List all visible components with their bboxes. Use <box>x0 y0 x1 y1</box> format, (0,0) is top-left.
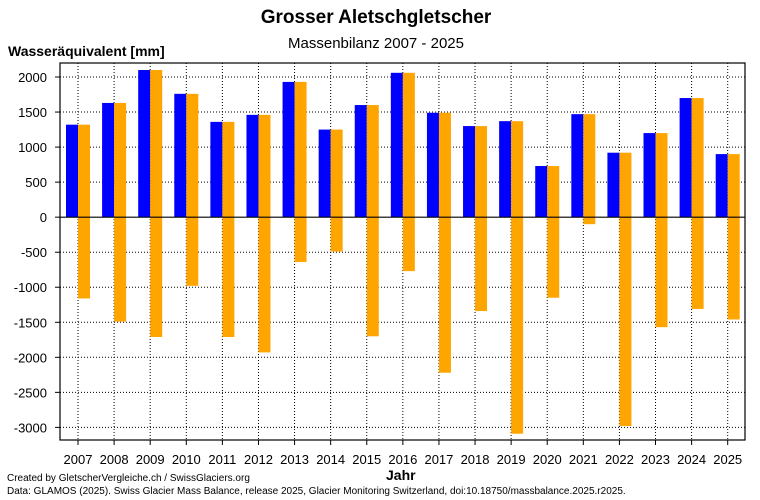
x-tick-label: 2023 <box>641 452 670 467</box>
y-tick-label: -1500 <box>14 315 47 330</box>
x-tick-label: 2011 <box>208 452 236 467</box>
chart-title: Grosser Aletschgletscher <box>260 7 492 28</box>
winter-bar-2015 <box>354 105 367 218</box>
x-tick-label: 2013 <box>280 452 309 467</box>
winter-bar-2012 <box>246 114 259 218</box>
annual-bar-2010 <box>186 93 199 286</box>
winter-bar-2022 <box>607 152 620 218</box>
x-tick-label: 2017 <box>424 452 453 467</box>
x-tick-label: 2016 <box>388 452 417 467</box>
annual-bar-2022 <box>619 152 632 426</box>
y-tick-label: 500 <box>25 175 47 190</box>
winter-bar-2019 <box>499 121 512 218</box>
x-tick-label: 2018 <box>461 452 490 467</box>
x-tick-label: 2014 <box>316 452 345 467</box>
x-tick-label: 2009 <box>136 452 165 467</box>
annual-bar-2023 <box>655 133 668 328</box>
annual-bar-2025 <box>727 154 740 320</box>
annual-bar-2008 <box>114 102 127 322</box>
x-tick-label: 2008 <box>100 452 129 467</box>
winter-bar-2011 <box>210 121 223 218</box>
winter-bar-2021 <box>571 114 584 218</box>
annual-bar-2007 <box>78 124 90 299</box>
y-tick-label: -2000 <box>14 350 47 365</box>
x-tick-label: 2010 <box>172 452 201 467</box>
x-tick-label: 2024 <box>677 452 706 467</box>
chart-subtitle: Massenbilanz 2007 - 2025 <box>288 35 464 52</box>
annual-bar-2018 <box>475 126 488 312</box>
y-tick-label: -3000 <box>14 420 47 435</box>
winter-bar-2020 <box>535 166 548 218</box>
winter-bar-2023 <box>643 133 656 218</box>
x-tick-label: 2015 <box>352 452 381 467</box>
annual-bar-2009 <box>150 70 163 337</box>
y-tick-label: -500 <box>21 245 47 260</box>
annual-bar-2024 <box>691 98 704 309</box>
annual-bar-2021 <box>583 114 596 225</box>
x-axis-label: Jahr <box>386 467 416 483</box>
winter-bar-2007 <box>66 124 78 218</box>
source-text: Data: GLAMOS (2025). Swiss Glacier Mass … <box>7 486 626 497</box>
x-tick-label: 2007 <box>64 452 93 467</box>
y-tick-label: 1000 <box>18 140 47 155</box>
winter-bar-2018 <box>463 126 476 218</box>
credit-text: Created by GletscherVergleiche.ch / Swis… <box>7 473 250 484</box>
y-tick-label: -1000 <box>14 280 47 295</box>
x-tick-label: 2022 <box>605 452 634 467</box>
annual-bar-2019 <box>511 121 524 434</box>
y-tick-label: 1500 <box>18 105 47 120</box>
plot-frame <box>59 62 746 441</box>
winter-bar-2024 <box>679 98 692 218</box>
annual-bar-2017 <box>438 112 451 373</box>
winter-bar-2013 <box>282 81 295 218</box>
y-tick-label: 2000 <box>18 70 47 85</box>
annual-bar-2013 <box>294 81 307 263</box>
annual-bar-2014 <box>330 129 343 252</box>
x-tick-label: 2012 <box>244 452 273 467</box>
annual-bar-2011 <box>222 121 235 337</box>
y-tick-label: -2500 <box>14 385 47 400</box>
x-tick-label: 2019 <box>497 452 526 467</box>
annual-bar-2016 <box>402 72 415 272</box>
winter-bar-2008 <box>102 102 115 218</box>
annual-bar-2020 <box>547 166 560 298</box>
winter-bar-2009 <box>138 70 151 218</box>
x-tick-label: 2021 <box>569 452 598 467</box>
winter-bar-2014 <box>318 129 331 218</box>
x-tick-label: 2020 <box>533 452 562 467</box>
annual-bar-2012 <box>258 114 271 353</box>
y-tick-label: 0 <box>40 210 47 225</box>
x-tick-label: 2025 <box>713 452 742 467</box>
winter-bar-2010 <box>174 93 187 218</box>
winter-bar-2025 <box>715 154 728 218</box>
winter-bar-2017 <box>426 112 439 218</box>
annual-bar-2015 <box>366 105 379 337</box>
y-axis-label: Wasseräquivalent [mm] <box>8 43 165 59</box>
winter-bar-2016 <box>390 72 403 218</box>
